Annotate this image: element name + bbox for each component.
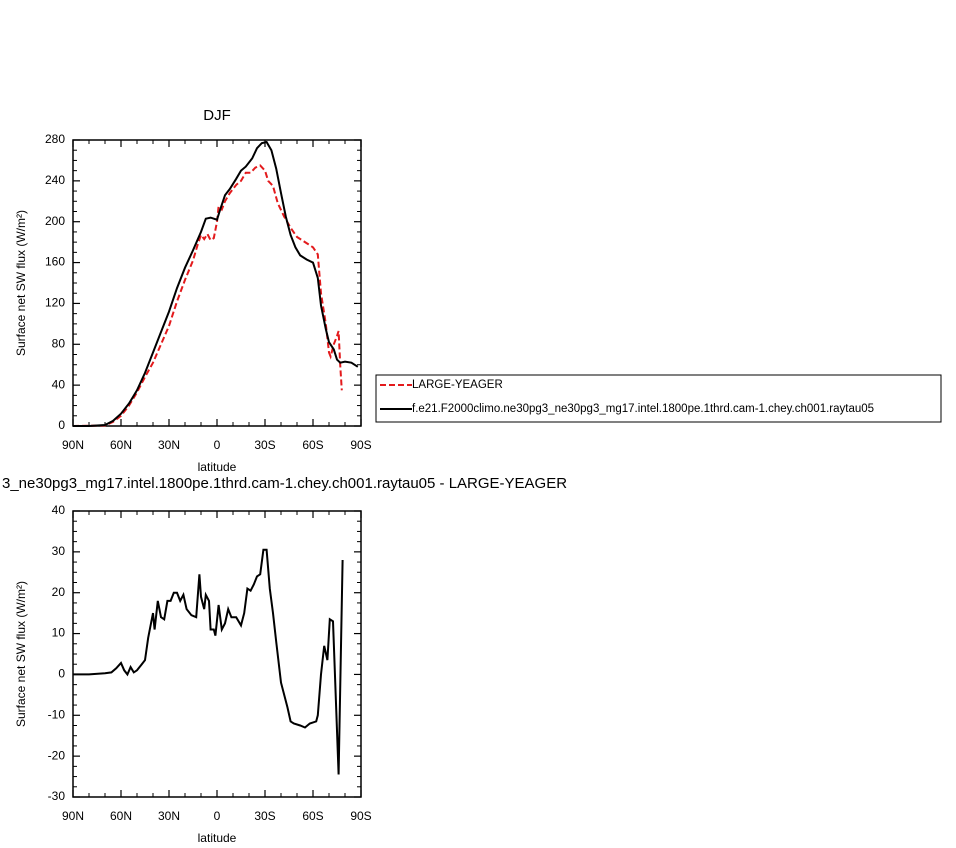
y-tick-label: 10: [52, 626, 66, 640]
legend-label: f.e21.F2000climo.ne30pg3_ne30pg3_mg17.in…: [412, 403, 874, 415]
y-tick-label: 20: [52, 585, 66, 599]
y-tick-label: 40: [52, 377, 66, 391]
y-tick-label: -10: [48, 707, 66, 721]
y-axis-label: Surface net SW flux (W/m²): [14, 581, 28, 727]
y-tick-label: 240: [45, 173, 65, 187]
legend-label: LARGE-YEAGER: [412, 379, 503, 391]
y-tick-label: 200: [45, 214, 65, 228]
x-tick-label: 90N: [62, 438, 84, 452]
y-tick-label: 40: [52, 503, 66, 517]
y-tick-label: 0: [58, 418, 65, 432]
x-tick-label: 90S: [350, 809, 371, 823]
x-axis-label: latitude: [198, 831, 237, 845]
x-tick-label: 60N: [110, 438, 132, 452]
y-tick-label: 280: [45, 132, 65, 146]
legend-box: [375, 374, 942, 423]
x-tick-label: 0: [214, 809, 221, 823]
x-tick-label: 90S: [350, 438, 371, 452]
x-axis-label: latitude: [198, 460, 237, 474]
data-line: [73, 140, 359, 427]
x-tick-label: 60S: [302, 809, 323, 823]
data-line: [72, 164, 343, 427]
y-tick-label: -30: [48, 789, 66, 803]
y-tick-label: 120: [45, 296, 65, 310]
chart-title: DJF: [203, 107, 231, 124]
plot-frame: [72, 510, 362, 798]
chart-title: 3_ne30pg3_mg17.intel.1800pe.1thrd.cam-1.…: [2, 475, 567, 492]
x-tick-label: 30S: [254, 809, 275, 823]
y-tick-label: 160: [45, 255, 65, 269]
x-tick-label: 30N: [158, 809, 180, 823]
y-tick-label: 80: [52, 336, 66, 350]
y-tick-label: 0: [58, 667, 65, 681]
x-tick-label: 0: [214, 438, 221, 452]
data-line: [73, 548, 344, 775]
x-tick-label: 30S: [254, 438, 275, 452]
y-tick-label: 30: [52, 544, 66, 558]
x-tick-label: 30N: [158, 438, 180, 452]
x-tick-label: 90N: [62, 809, 84, 823]
x-tick-label: 60S: [302, 438, 323, 452]
x-tick-label: 60N: [110, 809, 132, 823]
y-tick-label: -20: [48, 748, 66, 762]
y-axis-label: Surface net SW flux (W/m²): [14, 210, 28, 356]
